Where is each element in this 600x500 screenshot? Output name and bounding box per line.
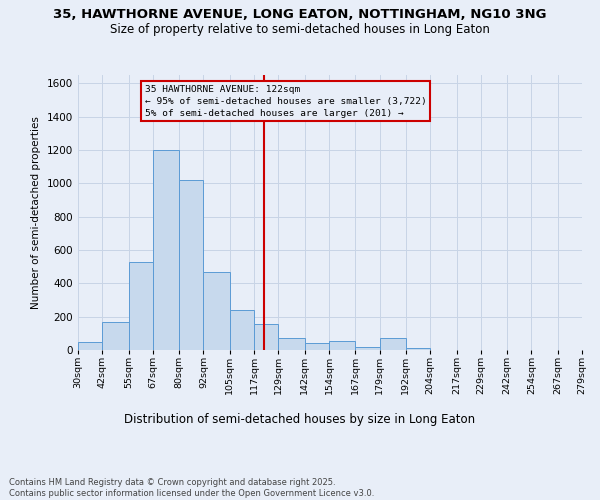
Bar — [179, 180, 203, 350]
Y-axis label: Number of semi-detached properties: Number of semi-detached properties — [31, 116, 41, 309]
Bar — [128, 262, 153, 350]
Bar — [230, 310, 254, 350]
Text: 35, HAWTHORNE AVENUE, LONG EATON, NOTTINGHAM, NG10 3NG: 35, HAWTHORNE AVENUE, LONG EATON, NOTTIN… — [53, 8, 547, 20]
Text: Distribution of semi-detached houses by size in Long Eaton: Distribution of semi-detached houses by … — [124, 412, 476, 426]
Text: 35 HAWTHORNE AVENUE: 122sqm
← 95% of semi-detached houses are smaller (3,722)
5%: 35 HAWTHORNE AVENUE: 122sqm ← 95% of sem… — [145, 85, 427, 117]
Bar — [153, 150, 179, 350]
Bar — [203, 272, 230, 350]
Text: Size of property relative to semi-detached houses in Long Eaton: Size of property relative to semi-detach… — [110, 22, 490, 36]
Bar — [380, 338, 406, 350]
Bar — [329, 341, 355, 350]
Bar — [78, 342, 102, 350]
Bar — [406, 348, 430, 350]
Bar — [254, 324, 278, 350]
Text: Contains HM Land Registry data © Crown copyright and database right 2025.
Contai: Contains HM Land Registry data © Crown c… — [9, 478, 374, 498]
Bar — [102, 322, 128, 350]
Bar — [305, 344, 329, 350]
Bar — [278, 338, 305, 350]
Bar — [355, 346, 380, 350]
